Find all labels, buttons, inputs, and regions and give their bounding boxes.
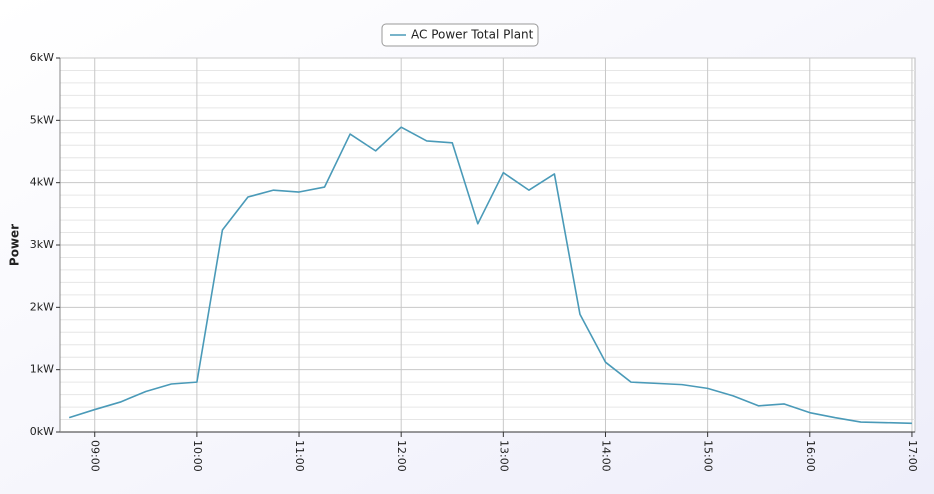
x-tick-label: 16:00: [804, 440, 817, 472]
y-tick-label: 1kW: [30, 363, 54, 376]
x-tick-label: 09:00: [89, 440, 102, 472]
y-tick-label: 0kW: [30, 425, 54, 438]
marks: [68, 126, 912, 425]
x-tick-label: 10:00: [191, 440, 204, 472]
legend[interactable]: AC Power Total Plant: [381, 23, 539, 47]
y-tick-label: 5kW: [30, 113, 54, 126]
x-tick-label: 17:00: [906, 440, 919, 472]
legend-label: AC Power Total Plant: [411, 28, 534, 42]
y-tick-label: 2kW: [30, 300, 54, 313]
x-tick-label: 11:00: [293, 440, 306, 472]
y-tick-label: 4kW: [30, 176, 54, 189]
y-tick-label: 6kW: [30, 51, 54, 64]
x-tick-label: 12:00: [395, 440, 408, 472]
legend-box: [381, 23, 539, 47]
x-tick-label: 14:00: [599, 440, 612, 472]
x-tick-label: 13:00: [497, 440, 510, 472]
y-axis-title: Power: [8, 224, 22, 266]
x-tick-label: 15:00: [702, 440, 715, 472]
series-line: [68, 126, 912, 425]
y-tick-label: 3kW: [30, 238, 54, 251]
